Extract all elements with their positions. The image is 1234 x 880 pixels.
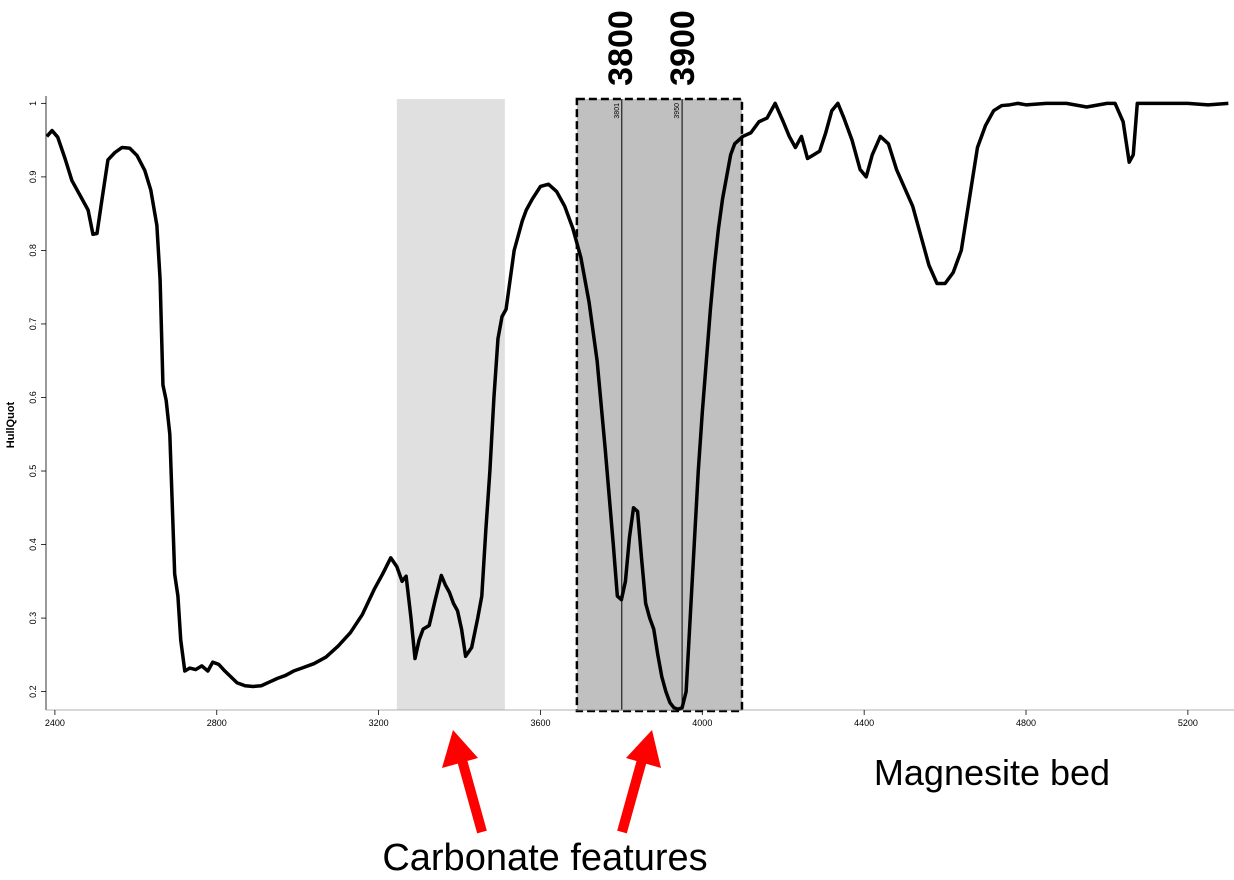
y-tick-label: 0.5 xyxy=(28,465,38,478)
arrow-head xyxy=(442,730,478,768)
x-tick-label: 4800 xyxy=(1016,718,1036,728)
y-tick-label: 0.9 xyxy=(28,171,38,184)
marker-label: 3950 xyxy=(674,103,681,119)
y-tick-label: 0.4 xyxy=(28,538,38,551)
x-tick-label: 5200 xyxy=(1178,718,1198,728)
annotation: 3800 xyxy=(602,10,640,86)
plot: 0.2 0.3 0.4 0.5 0.6 0.7 0.8 0.9 1 2400 2800 3200 360… xyxy=(28,96,1234,728)
arrow-shaft xyxy=(617,758,647,834)
y-axis-label: HullQuot xyxy=(5,401,17,448)
highlight-region xyxy=(575,97,744,713)
y-tick-label: 1 xyxy=(28,101,38,106)
x-tick-label: 4000 xyxy=(692,718,712,728)
highlight-region xyxy=(396,99,505,710)
y-tick-label: 0.2 xyxy=(28,685,38,698)
marker-label: 3801 xyxy=(614,103,621,119)
regions: 3801 3950 xyxy=(396,97,744,713)
x-tick-label: 2800 xyxy=(207,718,227,728)
annotation: Carbonate features xyxy=(382,837,707,879)
x-tick-label: 2400 xyxy=(45,718,65,728)
x-tick-label: 3600 xyxy=(530,718,550,728)
arrow-head xyxy=(626,730,661,768)
y-tick-label: 0.3 xyxy=(28,612,38,625)
spectrum-line xyxy=(45,101,1229,712)
arrows xyxy=(442,730,661,834)
y-tick-label: 0.6 xyxy=(28,391,38,404)
annotation: 3900 xyxy=(664,10,702,86)
y-tick-label: 0.8 xyxy=(28,244,38,257)
x-tick-label: 3200 xyxy=(369,718,389,728)
y-tick-label: 0.7 xyxy=(28,318,38,331)
annotation: Magnesite bed xyxy=(874,752,1110,793)
x-tick-label: 4400 xyxy=(854,718,874,728)
arrow-shaft xyxy=(457,758,487,834)
